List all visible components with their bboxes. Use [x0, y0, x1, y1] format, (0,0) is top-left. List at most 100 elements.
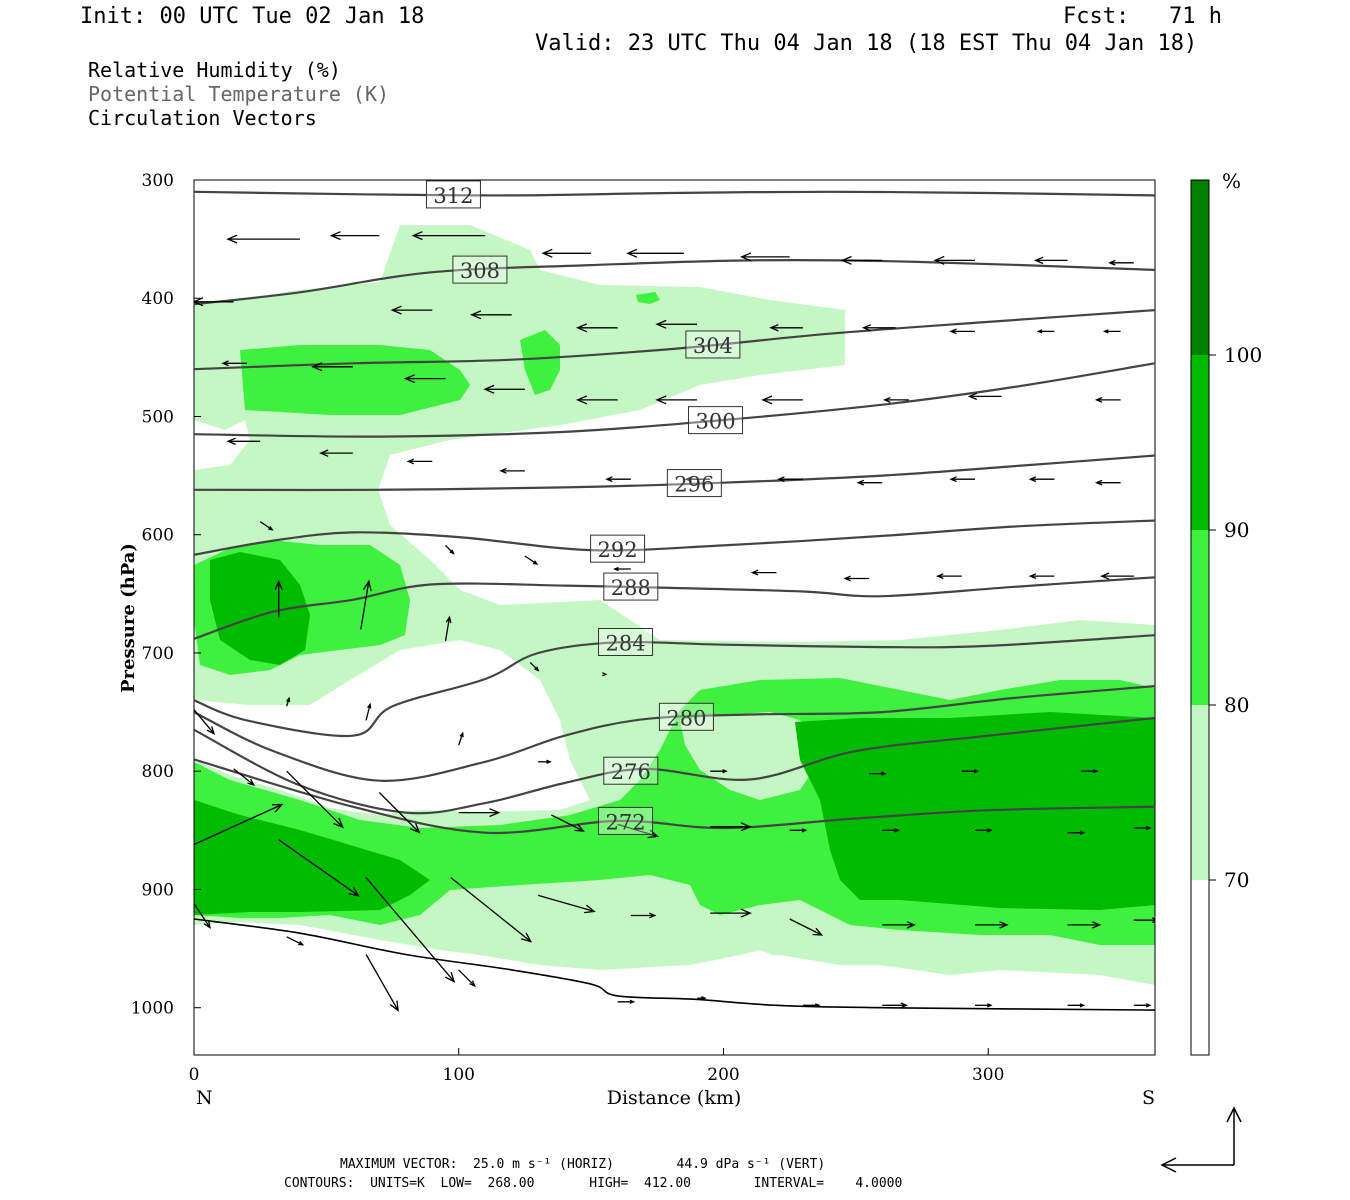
circulation-vector-arrow	[936, 573, 962, 580]
svg-text:292: 292	[598, 538, 638, 562]
circulation-vector-arrow	[750, 569, 777, 576]
svg-text:296: 296	[674, 473, 714, 497]
circulation-vector-arrow	[710, 769, 728, 774]
circulation-vector-arrow	[789, 828, 808, 833]
rh-area-90	[194, 800, 430, 915]
circulation-vector-arrow	[274, 579, 283, 618]
circulation-vector-arrow	[411, 231, 486, 241]
circulation-vector-arrow	[949, 476, 975, 483]
svg-text:284: 284	[605, 632, 645, 656]
circulation-vector-arrow	[499, 467, 525, 474]
circulation-vector-arrow	[1067, 830, 1086, 835]
circulation-vector-arrow	[524, 555, 539, 565]
colorbar-70	[1191, 705, 1209, 880]
circulation-vector-arrow	[286, 770, 344, 829]
reference-vector-icon	[1160, 1106, 1242, 1173]
theta-contour-line	[194, 362, 1155, 438]
theta-contour-label: 304	[685, 330, 741, 359]
circulation-vector-arrow	[883, 397, 909, 403]
circulation-vector-arrow	[194, 709, 216, 735]
circulation-vector-arrow	[390, 305, 433, 315]
circulation-vector-arrow	[843, 575, 870, 582]
x-tick-label: 100	[443, 1065, 475, 1085]
colorbar-100	[1191, 180, 1209, 355]
circulation-vector-arrow	[1108, 259, 1134, 266]
svg-text:272: 272	[605, 810, 645, 834]
svg-text:312: 312	[433, 184, 473, 208]
colorbar-label-90: 90	[1224, 518, 1249, 542]
circulation-vector-arrow	[967, 392, 1002, 401]
circulation-vector-arrow	[1094, 397, 1121, 403]
svg-text:304: 304	[693, 334, 733, 358]
circulation-vector-arrow	[286, 696, 291, 707]
circulation-vector-arrow	[365, 954, 399, 1012]
field-label-vectors: Circulation Vectors	[88, 106, 317, 130]
circulation-vector-arrow	[286, 936, 305, 946]
circulation-vector-arrow	[882, 921, 916, 929]
circulation-vector-arrow	[933, 255, 975, 265]
circulation-vector-arrow	[710, 908, 752, 918]
theta-contour-line	[194, 258, 1155, 306]
circulation-vector-arrow	[1033, 256, 1068, 265]
field-label-theta: Potential Temperature (K)	[88, 82, 390, 106]
max-vector-note: MAXIMUM VECTOR: 25.0 m s⁻¹ (HORIZ) 44.9 …	[340, 1157, 826, 1172]
circulation-vector-arrow	[684, 476, 711, 483]
circulation-vector-arrow	[1133, 917, 1155, 924]
circulation-vector-arrow	[458, 969, 476, 988]
y-axis-ticks: 300 400 500 600 700 800 900 1000	[131, 171, 201, 1019]
circulation-vector-arrow	[1094, 479, 1121, 486]
circulation-vector-arrow	[541, 248, 592, 258]
circulation-vector-arrow	[226, 437, 261, 445]
colorbar-label-80: 80	[1224, 693, 1249, 717]
theta-contour-labels: 312 308 304 300 296 292 288 284 280 276 272	[425, 180, 744, 835]
theta-contour-label: 296	[666, 469, 722, 498]
theta-contour-label: 272	[598, 806, 654, 835]
circulation-vector-arrow	[1067, 921, 1102, 929]
theta-contour-line	[194, 309, 1155, 371]
circulation-vector-arrow	[949, 328, 975, 335]
x-end-label-south: S	[1142, 1087, 1155, 1109]
circulation-vector-arrow	[233, 768, 255, 786]
x-tick-label: 0	[189, 1065, 200, 1085]
circulation-vector-arrow	[1100, 572, 1134, 580]
circulation-vector-arrow	[575, 395, 618, 405]
circulation-vector-arrow	[602, 672, 608, 677]
y-tick-label: 600	[142, 526, 174, 546]
circulation-vector-arrow	[861, 324, 896, 332]
circulation-vector-arrow	[194, 297, 234, 307]
theta-contour-label: 276	[603, 756, 659, 785]
circulation-vector-arrow	[575, 323, 618, 333]
circulation-vector-arrow	[221, 360, 247, 367]
circulation-vector-arrow	[697, 996, 707, 1001]
y-axis-label: Pressure (hPa)	[118, 543, 139, 693]
circulation-vector-arrow	[613, 566, 631, 572]
svg-text:300: 300	[695, 410, 735, 434]
circulation-vector-arrow	[856, 479, 883, 486]
y-tick-label: 500	[142, 407, 174, 427]
circulation-vector-arrow	[761, 395, 803, 405]
circulation-vector-arrow	[1133, 825, 1152, 831]
circulation-vector-arrow	[1067, 1003, 1086, 1008]
circulation-vector-arrow	[617, 999, 636, 1004]
y-tick-label: 1000	[131, 999, 174, 1019]
y-tick-label: 300	[142, 171, 174, 191]
circulation-vector-arrow	[444, 615, 452, 642]
circulation-vector-arrow	[551, 814, 585, 832]
circulation-vector-arrow	[975, 828, 993, 833]
circulation-vector-arrow	[483, 384, 525, 394]
circulation-vector-arrow	[777, 476, 803, 483]
field-label-rh: Relative Humidity (%)	[88, 58, 341, 82]
y-tick-label: 800	[142, 762, 174, 782]
theta-contour-label: 288	[603, 572, 659, 601]
circulation-vector-arrow	[458, 808, 501, 818]
colorbar: % 100 90 80 70	[1190, 169, 1262, 1056]
circulation-vector-arrow	[1102, 329, 1121, 334]
theta-contour-line	[194, 454, 1155, 492]
theta-contours	[194, 190, 1155, 835]
colorbar-below-70	[1191, 880, 1209, 1055]
circulation-vector-arrow	[122, 238, 194, 246]
theta-contour-label: 300	[688, 406, 744, 435]
circulation-vector-arrow	[1036, 329, 1055, 334]
circulation-vector-arrow	[470, 310, 512, 320]
